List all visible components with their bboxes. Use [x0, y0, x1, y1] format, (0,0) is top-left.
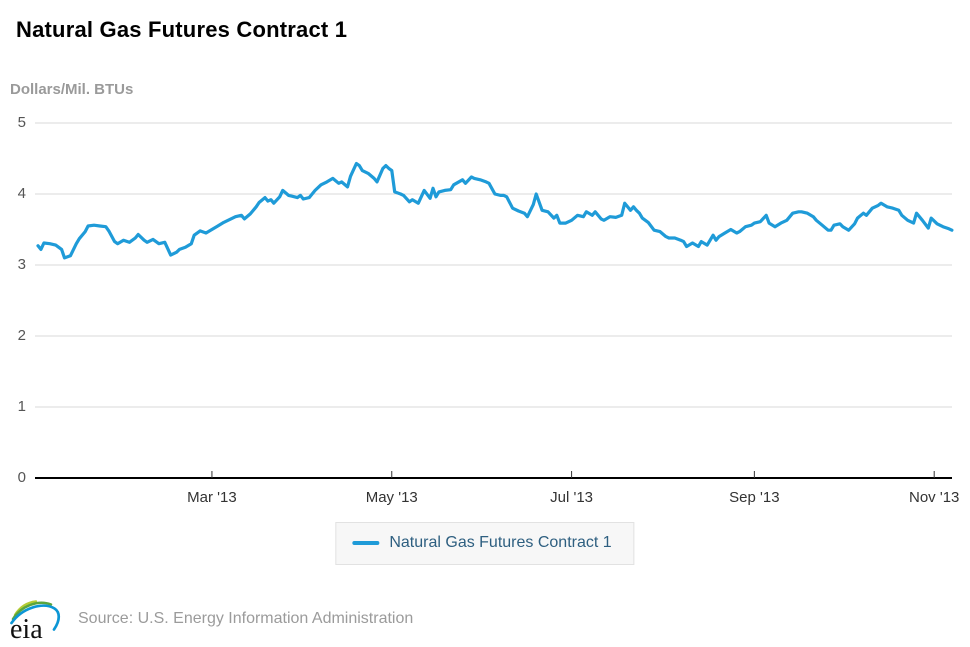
series-line[interactable] — [36, 161, 954, 260]
source-text: Source: U.S. Energy Information Administ… — [78, 610, 414, 627]
eia-logo-icon: eia — [10, 600, 61, 642]
legend-line-swatch — [352, 541, 380, 545]
y-axis-title: Dollars/Mil. BTUs — [10, 81, 134, 98]
x-tick-label: Jul '13 — [550, 489, 594, 506]
legend-item[interactable]: Natural Gas Futures Contract 1 — [335, 522, 635, 565]
y-tick-label: 2 — [17, 327, 26, 344]
footer: eia Source: U.S. Energy Information Admi… — [8, 596, 413, 642]
y-tick-label: 1 — [17, 398, 26, 415]
y-tick-label: 0 — [17, 469, 26, 486]
line-chart-plot — [35, 122, 954, 479]
x-tick-label: Mar '13 — [187, 489, 237, 506]
legend-label: Natural Gas Futures Contract 1 — [389, 534, 612, 551]
y-tick-label: 4 — [17, 185, 26, 202]
x-tick-label: Sep '13 — [729, 489, 780, 506]
svg-text:eia: eia — [10, 614, 43, 642]
chart-title: Natural Gas Futures Contract 1 — [16, 17, 348, 42]
x-tick-label: Nov '13 — [908, 489, 960, 506]
x-tick-label: May '13 — [365, 489, 418, 506]
y-tick-label: 5 — [17, 114, 26, 131]
y-tick-label: 3 — [17, 256, 26, 273]
